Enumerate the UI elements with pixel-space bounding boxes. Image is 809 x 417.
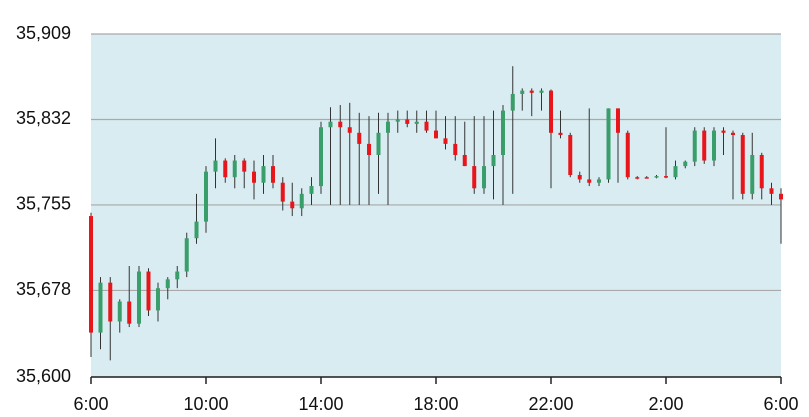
candle-body [280, 182, 285, 202]
candle-body [500, 110, 505, 155]
x-tick-label: 6:00 [73, 394, 108, 414]
candle-body [568, 135, 573, 175]
candle-body [539, 90, 544, 93]
candle-body [299, 193, 304, 209]
candle-body [683, 161, 688, 167]
candle-body [424, 121, 429, 131]
candle-body [376, 132, 381, 155]
candle-body [654, 176, 659, 178]
y-tick-label: 35,600 [16, 366, 71, 386]
candle-body [184, 238, 189, 272]
x-tick-label: 6:00 [763, 394, 798, 414]
candle-body [664, 176, 668, 178]
candle-body [213, 160, 218, 172]
x-tick-label: 10:00 [183, 394, 228, 414]
candle-body [730, 132, 735, 136]
candle-body [309, 186, 314, 194]
candle-body [175, 271, 180, 280]
y-tick-label: 35,678 [16, 279, 71, 299]
y-tick-label: 35,832 [16, 108, 71, 128]
candle-body [261, 166, 266, 183]
candle-body [740, 135, 745, 194]
x-tick-label: 14:00 [298, 394, 343, 414]
candle-body [328, 121, 333, 128]
candle-body [223, 160, 228, 178]
x-tick-label: 2:00 [648, 394, 683, 414]
candle-body [759, 154, 764, 189]
candle-body [347, 127, 352, 133]
candle-body [414, 121, 419, 124]
candle-body [482, 166, 487, 189]
candle-body [721, 130, 726, 133]
candle-body [615, 108, 620, 133]
candle-body [395, 119, 400, 122]
candle-body [587, 179, 592, 183]
candle-body [270, 166, 275, 183]
candle-body [108, 282, 113, 322]
candle-body [242, 160, 247, 172]
candle-body [635, 177, 640, 179]
candle-body [558, 132, 563, 136]
candle-body [338, 121, 343, 128]
candle-body [453, 143, 458, 155]
candle-body [137, 271, 142, 324]
y-tick-label: 35,909 [16, 23, 71, 43]
candle-body [625, 132, 630, 178]
candle-body [769, 188, 774, 194]
candle-body [232, 160, 237, 178]
candle-body [577, 174, 582, 180]
candle-body [117, 301, 122, 322]
candle-body [155, 288, 160, 311]
candle-body [779, 193, 783, 200]
candle-body [443, 138, 448, 144]
candle-body [692, 130, 697, 162]
candle-body [673, 166, 678, 178]
candle-body [98, 282, 103, 333]
candle-body [204, 171, 208, 222]
candle-body [549, 90, 553, 133]
candle-body [606, 108, 611, 180]
candle-body [434, 130, 438, 139]
candle-body [597, 179, 602, 183]
candle-body [319, 127, 323, 187]
candle-body [472, 166, 477, 189]
candle-body [712, 130, 717, 161]
candle-body [127, 301, 132, 324]
candle-body [750, 154, 755, 194]
y-tick-label: 35,755 [16, 194, 71, 214]
x-tick-label: 22:00 [528, 394, 573, 414]
candle-body [644, 177, 649, 179]
candle-body [367, 143, 372, 155]
candle-body [252, 171, 257, 183]
candle-body [194, 221, 199, 239]
candle-body [462, 154, 467, 167]
candle-body [405, 119, 410, 124]
candle-body [510, 93, 515, 111]
candle-body [89, 216, 93, 333]
candle-body [165, 279, 170, 289]
candle-body [491, 154, 496, 167]
candle-body [529, 90, 534, 93]
candle-body [357, 132, 362, 144]
candle-body [385, 121, 390, 133]
candle-body [146, 271, 151, 311]
candle-body [520, 90, 525, 94]
candle-body [702, 130, 707, 161]
x-tick-label: 18:00 [413, 394, 458, 414]
candle-body [290, 201, 295, 209]
